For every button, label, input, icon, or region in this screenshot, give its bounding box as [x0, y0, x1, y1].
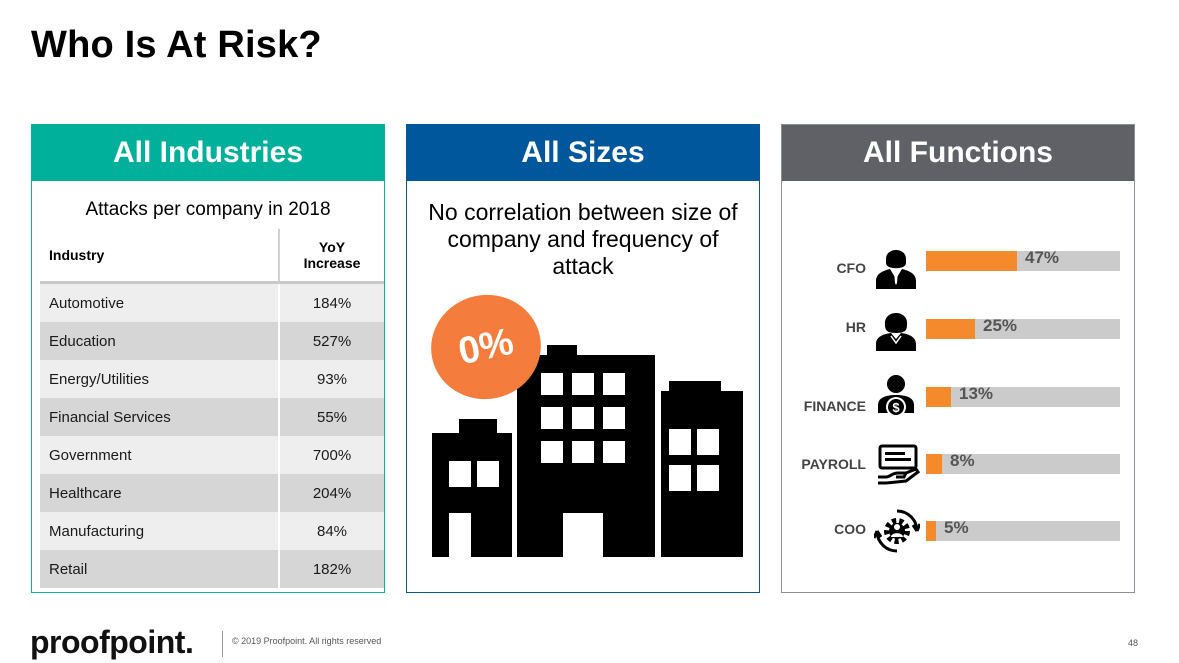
industry-increase: 700% [278, 436, 384, 474]
function-label-cfo: CFO [836, 260, 866, 276]
bar-value-payroll: 8% [950, 451, 975, 470]
function-label-finance: FINANCE [803, 398, 866, 414]
bar-track-finance: 13% [926, 384, 1120, 407]
woman-icon [876, 313, 916, 351]
industry-name: Manufacturing [40, 512, 279, 550]
bar-fill-finance [926, 387, 951, 407]
industries-table: Industry YoY Increase Automotive 184% Ed… [40, 229, 384, 588]
column-header-yoy-text: YoY Increase [303, 239, 361, 271]
executive-icon [876, 250, 916, 289]
industries-panel: All Industries Attacks per company in 20… [31, 124, 385, 593]
bar-track-hr: 25% [926, 316, 1120, 339]
bar-value-cfo: 47% [1025, 248, 1060, 267]
industry-name: Retail [40, 550, 279, 588]
footer-divider [222, 631, 223, 657]
industry-name: Automotive [40, 282, 279, 322]
proofpoint-logo: proofpoint. [30, 624, 194, 660]
sizes-header: All Sizes [407, 125, 759, 181]
buildings-icon [432, 345, 743, 557]
functions-panel: All Functions CFO 47% HR 25% FINANCE $ 1… [781, 124, 1135, 593]
function-label-payroll: PAYROLL [801, 456, 866, 472]
bar-fill-payroll [926, 454, 942, 474]
industries-subtitle: Attacks per company in 2018 [85, 199, 331, 220]
column-header-industry: Industry [40, 229, 279, 284]
industry-increase: 182% [278, 550, 384, 588]
table-row: Retail 182% [40, 550, 384, 588]
sizes-panel: All Sizes No correlation between size of… [406, 124, 760, 593]
table-row: Government 700% [40, 436, 384, 474]
svg-text:$: $ [892, 400, 900, 415]
table-row: Automotive 184% [40, 282, 384, 322]
bar-fill-coo [926, 521, 936, 541]
bar-fill-cfo [926, 251, 1017, 271]
sizes-caption: No correlation between size of company a… [428, 199, 738, 279]
bar-track-payroll: 8% [926, 451, 1120, 474]
industry-increase: 184% [278, 282, 384, 322]
operations-gear-icon [874, 509, 920, 553]
paycheck-hand-icon [878, 444, 920, 485]
functions-header: All Functions [782, 125, 1134, 181]
column-header-yoy: YoY Increase [278, 229, 384, 284]
industry-increase: 55% [278, 398, 384, 436]
table-row: Education 527% [40, 322, 384, 360]
bar-value-finance: 13% [959, 384, 994, 403]
industry-name: Education [40, 322, 279, 360]
industry-name: Healthcare [40, 474, 279, 512]
table-row: Healthcare 204% [40, 474, 384, 512]
industry-name: Financial Services [40, 398, 279, 436]
table-row: Financial Services 55% [40, 398, 384, 436]
industry-increase: 84% [278, 512, 384, 550]
finance-person-icon: $ [878, 375, 914, 417]
industry-increase: 93% [278, 360, 384, 398]
table-row: Manufacturing 84% [40, 512, 384, 550]
copyright-text: © 2019 Proofpoint. All rights reserved [232, 636, 382, 646]
bar-value-hr: 25% [983, 316, 1018, 335]
table-row: Energy/Utilities 93% [40, 360, 384, 398]
bar-fill-hr [926, 319, 975, 339]
industry-increase: 204% [278, 474, 384, 512]
function-label-coo: COO [834, 521, 866, 537]
page-number: 48 [1127, 638, 1138, 648]
bar-track-coo: 5% [926, 518, 1120, 541]
industry-name: Energy/Utilities [40, 360, 279, 398]
bar-track-cfo: 47% [926, 248, 1120, 271]
slide-title: Who Is At Risk? [31, 24, 322, 66]
bar-value-coo: 5% [944, 518, 969, 537]
industry-increase: 527% [278, 322, 384, 360]
industries-header: All Industries [32, 125, 384, 181]
function-label-hr: HR [845, 319, 866, 335]
industry-name: Government [40, 436, 279, 474]
